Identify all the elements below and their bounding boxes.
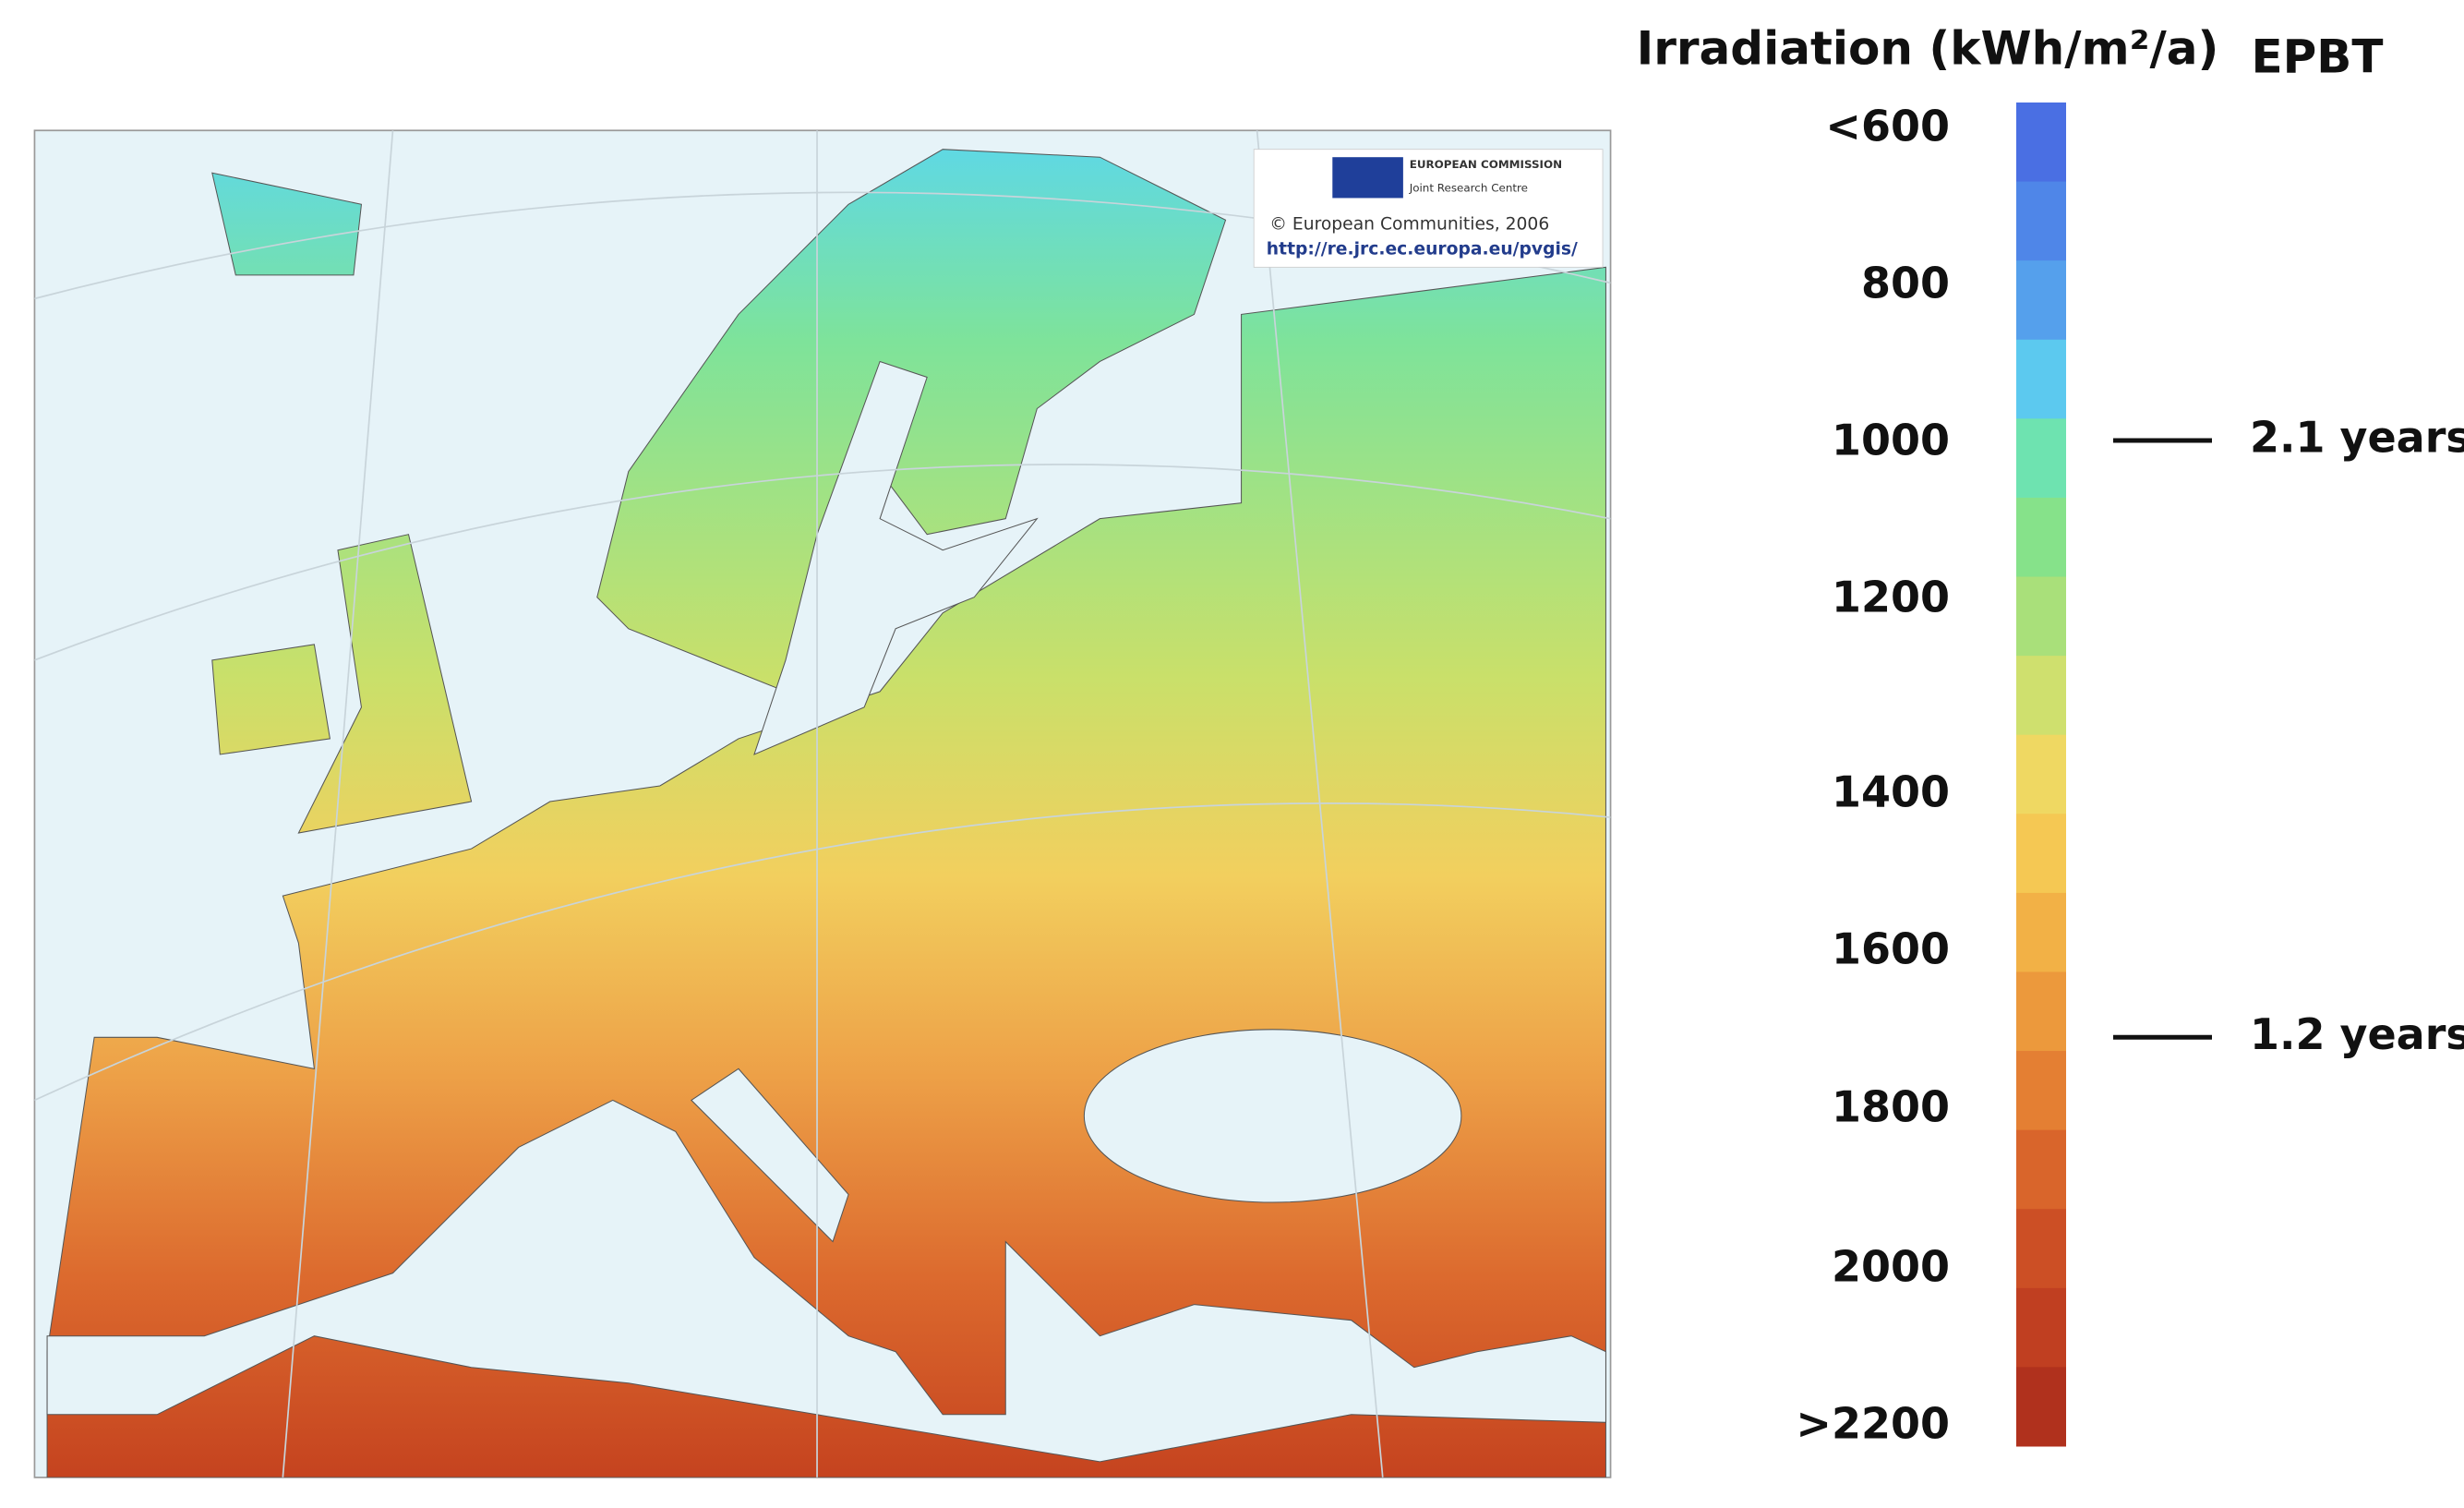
color-band <box>2016 576 2066 657</box>
color-band <box>2016 814 2066 894</box>
epbt-label: 1.2 years <box>2250 1009 2464 1059</box>
legend-label: 2000 <box>1832 1242 1950 1292</box>
legend-label: >2200 <box>1796 1399 1950 1449</box>
epbt-title: EPBT <box>2251 30 2383 84</box>
ireland <box>211 644 331 755</box>
adriatic-sea <box>691 1068 849 1243</box>
color-band <box>2016 971 2066 1052</box>
epbt-label: 2.1 years <box>2250 413 2464 463</box>
legend-label: 1400 <box>1832 767 1950 817</box>
color-band <box>2016 734 2066 814</box>
epbt-markers: 2.1 years 1.2 years <box>2113 413 2464 1059</box>
color-band <box>2016 1051 2066 1131</box>
legend-label: 800 <box>1861 259 1950 308</box>
land <box>34 130 1611 1478</box>
mediterranean-sea <box>46 1099 1606 1463</box>
map: EUROPEAN COMMISSION Joint Research Centr… <box>33 129 1612 1478</box>
eu-flag <box>1332 157 1403 199</box>
legend-labels: <600 800 1000 1200 1400 1600 1800 2000 >2200 <box>1796 102 1950 1449</box>
credit-url: http://re.jrc.ec.europa.eu/pvgis/ <box>1267 240 1578 259</box>
color-band <box>2016 418 2066 499</box>
color-band <box>2016 339 2066 419</box>
color-band <box>2016 497 2066 578</box>
color-band <box>2016 1209 2066 1289</box>
black-sea <box>1083 1029 1462 1203</box>
color-band <box>2016 1129 2066 1210</box>
credits-box <box>1253 149 1604 268</box>
legend-title: Irradiation (kWh/m²/a) <box>1637 22 2219 76</box>
color-band <box>2016 892 2066 972</box>
color-bar <box>2016 103 2066 1447</box>
color-band <box>2016 1367 2066 1447</box>
legend-label: 1600 <box>1832 924 1950 974</box>
color-band <box>2016 103 2066 183</box>
color-band <box>2016 181 2066 261</box>
color-band <box>2016 656 2066 736</box>
baltic-sea <box>753 360 1039 755</box>
color-band <box>2016 1287 2066 1368</box>
credits: EUROPEAN COMMISSION Joint Research Centr… <box>1253 149 1604 268</box>
credit-centre: Joint Research Centre <box>1409 182 1528 195</box>
legend-label: 1000 <box>1832 416 1950 465</box>
legend-label: 1200 <box>1832 573 1950 622</box>
credit-copyright: © European Communities, 2006 <box>1269 214 1549 234</box>
legend-label: <600 <box>1825 102 1950 151</box>
color-band <box>2016 260 2066 341</box>
credit-agency: EUROPEAN COMMISSION <box>1410 158 1562 171</box>
legend-label: 1800 <box>1832 1082 1950 1132</box>
